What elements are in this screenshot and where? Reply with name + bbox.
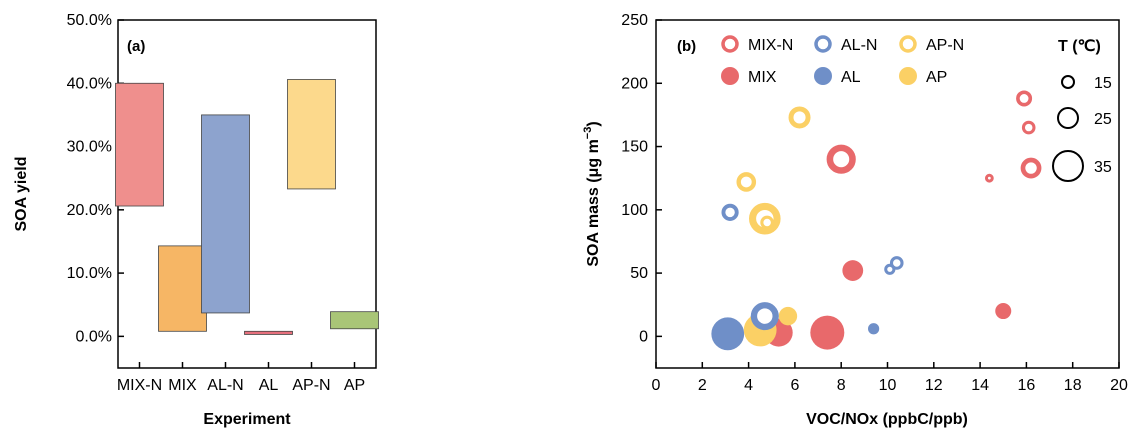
y-tick-label-a: 30.0% xyxy=(67,139,112,156)
x-axis-label-a: Experiment xyxy=(203,411,291,428)
size-legend-label: 25 xyxy=(1094,111,1112,128)
y-tick-label-a: 0.0% xyxy=(76,328,112,345)
x-tick-label-b: 14 xyxy=(971,377,989,394)
y-axis-ticks-b: 0 50 100 150 200 250 xyxy=(621,12,662,345)
point-ap-n xyxy=(736,172,757,192)
x-tick-label-a: MIX xyxy=(168,377,197,394)
size-legend: T (℃) 15 25 35 xyxy=(1052,38,1112,182)
y-tick-label-a: 20.0% xyxy=(67,202,112,219)
legend-label-mix-n: MIX-N xyxy=(748,37,793,54)
x-tick-label-a: AL xyxy=(259,377,279,394)
bar-al-n xyxy=(201,114,250,314)
panel-label-a: (a) xyxy=(127,38,145,55)
point-mix xyxy=(842,260,864,281)
point-mix-n xyxy=(1021,120,1036,135)
point-mix-n xyxy=(984,173,994,183)
x-tick-label-b: 20 xyxy=(1110,377,1128,394)
point-ap-n xyxy=(788,106,811,129)
x-tick-label-b: 2 xyxy=(698,377,707,394)
point-al-n xyxy=(750,302,779,331)
x-tick-label-b: 0 xyxy=(652,377,661,394)
bar-al xyxy=(244,330,293,335)
point-al-n xyxy=(721,203,739,221)
point-ap-n xyxy=(760,215,774,230)
legend-marker-al xyxy=(814,67,832,85)
x-tick-label-a: AP xyxy=(344,377,365,394)
legend-marker-mix-n xyxy=(721,35,739,53)
point-ap xyxy=(778,306,798,326)
x-tick-label-b: 12 xyxy=(925,377,943,394)
legend-label-al-n: AL-N xyxy=(841,37,877,54)
x-tick-label-b: 16 xyxy=(1018,377,1036,394)
x-axis-label-b: VOC/NOx (ppbC/ppb) xyxy=(806,411,968,428)
size-legend-circle xyxy=(1061,75,1075,89)
y-tick-label-b: 150 xyxy=(621,139,648,156)
legend-label-ap: AP xyxy=(926,69,947,86)
bars xyxy=(115,79,379,335)
y-tick-label-b: 200 xyxy=(621,75,648,92)
y-tick-label-b: 0 xyxy=(639,328,648,345)
legend-marker-mix xyxy=(721,67,739,85)
size-legend-circle xyxy=(1052,150,1084,182)
point-mix-n xyxy=(826,144,856,174)
x-tick-label-a: AL-N xyxy=(207,377,243,394)
y-axis-label-b-end: ) xyxy=(585,121,602,126)
series-legend: MIX-N AL-N AP-N MIX AL AP xyxy=(721,35,964,86)
legend-marker-al-n xyxy=(814,35,832,53)
x-tick-label-b: 8 xyxy=(837,377,846,394)
x-tick-label-a: MIX-N xyxy=(117,377,162,394)
size-legend-circle xyxy=(1057,107,1079,129)
y-tick-label-a: 50.0% xyxy=(67,12,112,29)
legend-marker-ap xyxy=(899,67,917,85)
y-tick-label-a: 40.0% xyxy=(67,75,112,92)
point-mix-n xyxy=(1020,157,1042,179)
panel-b-scatter-chart: 0 50 100 150 200 250 0 2 4 6 8 10 12 14 16 18 20 MIX-N A… xyxy=(582,12,1128,428)
bar-mix-n xyxy=(115,82,164,207)
y-tick-label-b: 50 xyxy=(630,265,648,282)
point-al xyxy=(868,323,880,335)
point-mix xyxy=(995,303,1012,320)
x-axis-ticks-a: MIX-N MIX AL-N AL AP-N AP xyxy=(117,362,365,394)
panel-label-b: (b) xyxy=(677,38,696,55)
point-mix-n xyxy=(1016,90,1033,107)
x-axis-ticks-b: 0 2 4 6 8 10 12 14 16 18 20 xyxy=(652,362,1128,394)
legend-marker-ap-n xyxy=(899,35,917,53)
legend-label-ap-n: AP-N xyxy=(926,37,964,54)
panel-a-bar-chart: 0.0% 10.0% 20.0% 30.0% 40.0% 50.0% MIX-N MIX AL… xyxy=(13,12,379,428)
size-legend-label: 15 xyxy=(1094,75,1112,92)
x-tick-label-b: 10 xyxy=(879,377,897,394)
y-axis-label-a: SOA yield xyxy=(13,157,30,232)
point-al-n xyxy=(889,256,904,270)
x-tick-label-b: 6 xyxy=(790,377,799,394)
legend-label-mix: MIX xyxy=(748,69,777,86)
scatter-points xyxy=(711,90,1042,351)
y-tick-label-b: 100 xyxy=(621,202,648,219)
legend-label-al: AL xyxy=(841,69,861,86)
x-tick-label-b: 18 xyxy=(1064,377,1082,394)
size-legend-title: T (℃) xyxy=(1058,38,1101,55)
x-tick-label-b: 4 xyxy=(744,377,753,394)
point-al xyxy=(711,317,745,351)
y-tick-label-a: 10.0% xyxy=(67,265,112,282)
bar-ap xyxy=(330,311,379,330)
y-axis-label-b: SOA mass (μg m−3) xyxy=(582,121,602,266)
y-axis-label-b-sup: −3 xyxy=(582,127,594,140)
y-axis-label-b-main: SOA mass (μg m xyxy=(585,139,602,266)
point-mix xyxy=(810,315,845,350)
bar-mix xyxy=(158,245,207,332)
size-legend-label: 35 xyxy=(1094,159,1112,176)
y-tick-label-b: 250 xyxy=(621,12,648,29)
x-tick-label-a: AP-N xyxy=(292,377,330,394)
bar-ap-n xyxy=(287,79,336,190)
